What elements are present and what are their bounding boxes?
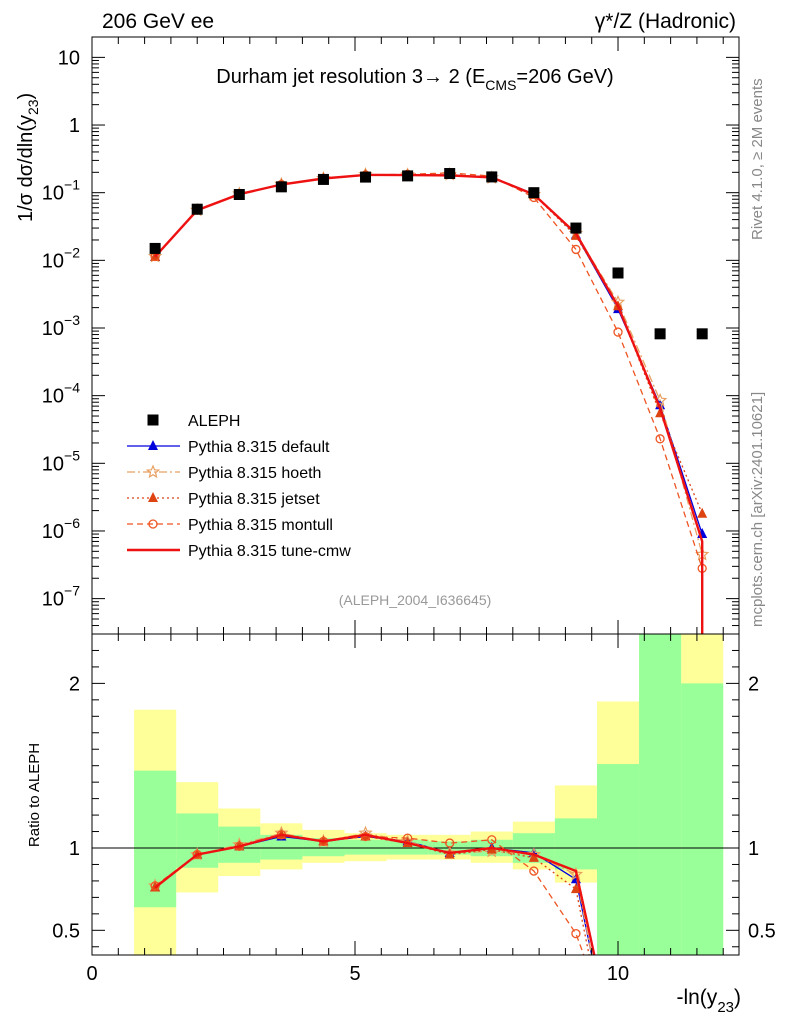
main-ytick-label-1: 1: [69, 115, 80, 137]
main-line-2: [154, 174, 703, 514]
ratio-line-3: [154, 834, 585, 956]
main-title: Durham jet resolution 3→ 2 (ECMS=206 GeV…: [216, 66, 613, 93]
legend-item-5: Pythia 8.315 tune-cmw: [127, 543, 351, 560]
xtick-label-0: 0: [86, 963, 97, 985]
stat-band-4: [302, 838, 345, 857]
main-ytick-label-4: 10−3: [42, 312, 80, 340]
ratio-bands: [134, 634, 724, 955]
xtick-label-1: 5: [349, 963, 360, 985]
main-ytick-label-3: 10−2: [42, 244, 80, 272]
aleph-points: [149, 168, 708, 340]
legend-label-4: Pythia 8.315 montull: [188, 517, 333, 534]
legend-marker-4: [148, 519, 158, 529]
ratio-point-2-10: [570, 883, 581, 894]
watermark: (ALEPH_2004_I636645): [339, 592, 492, 608]
stat-band-6: [386, 839, 429, 855]
ratio-point-1-10: [568, 866, 584, 881]
main-point-3-11: [613, 327, 623, 337]
stat-band-12: [639, 634, 682, 955]
mcplots-label: mcplots.cern.ch [arXiv:2401.10621]: [749, 392, 766, 627]
legend-label-1: Pythia 8.315 default: [188, 439, 330, 456]
aleph-point-7: [444, 168, 456, 180]
legend-label-2: Pythia 8.315 hoeth: [188, 465, 321, 482]
aleph-point-11: [612, 267, 624, 279]
legend-item-2: Pythia 8.315 hoeth: [127, 464, 321, 482]
main-ytick-label-8: 10−7: [42, 583, 80, 611]
ratio-point-3-9: [529, 866, 539, 876]
ratio-ytick-label-0: 0.5: [52, 920, 80, 942]
aleph-point-10: [570, 222, 582, 234]
ratio-point-3-7: [445, 838, 455, 848]
main-ytick-label-6: 10−5: [42, 447, 80, 475]
main-ytick-label-0: 10: [58, 47, 80, 69]
legend-marker-3: [148, 492, 158, 502]
header-right: γ*/Z (Hadronic): [595, 10, 736, 33]
ratio-line-4: [154, 833, 596, 956]
xtick-label-2: 10: [607, 963, 629, 985]
stat-band-1: [176, 813, 219, 868]
ratio-ytick-label-2: 2: [69, 673, 80, 695]
stat-band-13: [681, 683, 724, 955]
aleph-point-4: [317, 173, 329, 185]
main-series-3: [150, 168, 707, 574]
main-line-3: [154, 172, 703, 569]
main-ytick-label-5: 10−4: [42, 380, 80, 408]
stat-band-10: [554, 818, 597, 870]
aleph-point-6: [402, 170, 414, 182]
legend: ALEPH Pythia 8.315 default Pythia 8.315 ho…: [127, 413, 351, 560]
ratio-point-3-8: [487, 835, 497, 845]
aleph-point-12: [654, 328, 666, 340]
aleph-point-3: [275, 181, 287, 193]
main-ylabel: 1/σ dσ/dln(y23): [15, 93, 41, 222]
stat-band-11: [596, 764, 640, 955]
ratio-ytick-label-right-0: 0.5: [748, 920, 776, 942]
ratio-ytick-label-right-1: 1: [748, 838, 759, 860]
aleph-point-1: [191, 203, 203, 215]
ratio-ytick-label-right-2: 2: [748, 673, 759, 695]
legend-label-0: ALEPH: [188, 413, 240, 430]
main-point-3-10: [571, 244, 581, 255]
legend-label-5: Pythia 8.315 tune-cmw: [188, 543, 351, 560]
xlabel: -ln(y23): [676, 986, 741, 1016]
main-ytick-label-2: 10−1: [42, 177, 80, 205]
ratio-frame: [91, 633, 740, 956]
aleph-point-9: [528, 187, 540, 199]
aleph-point-8: [486, 171, 498, 183]
aleph-point-5: [360, 171, 372, 183]
ratio-point-3-10: [571, 928, 581, 939]
legend-item-3: Pythia 8.315 jetset: [127, 491, 320, 508]
ratio-point-2-9: [528, 851, 539, 862]
main-panel: 10 1 10−1 10−2 10−3 10−4 10−5 10−6 10−7 Durham j…: [42, 36, 740, 635]
legend-label-3: Pythia 8.315 jetset: [188, 491, 320, 508]
legend-item-4: Pythia 8.315 montull: [127, 517, 333, 534]
main-ytick-label-7: 10−6: [42, 515, 80, 543]
ratio-ylabel: Ratio to ALEPH: [26, 743, 43, 847]
legend-item-1: Pythia 8.315 default: [127, 439, 330, 456]
stat-band-5: [344, 839, 387, 855]
legend-marker-2: [145, 464, 161, 479]
main-point-3-12: [655, 434, 665, 444]
legend-marker-1: [148, 440, 158, 450]
main-point-2-13: [697, 507, 708, 518]
aleph-point-13: [696, 328, 708, 340]
ratio-panel: 0.5 0.5 1 1 2 2 0 5 10: [52, 633, 776, 985]
main-series-0: [150, 168, 708, 539]
ratio-ytick-label-1: 1: [69, 838, 80, 860]
ratio-series-4: [154, 833, 596, 956]
aleph-point-0: [149, 242, 161, 254]
legend-item-0: ALEPH: [147, 413, 240, 430]
legend-marker-0: [147, 414, 159, 426]
main-series-4: [154, 173, 704, 634]
header-left: 206 GeV ee: [102, 10, 214, 33]
aleph-point-2: [233, 188, 245, 200]
main-line-4: [154, 173, 704, 634]
rivet-label: Rivet 4.1.0, ≥ 2M events: [749, 78, 766, 240]
